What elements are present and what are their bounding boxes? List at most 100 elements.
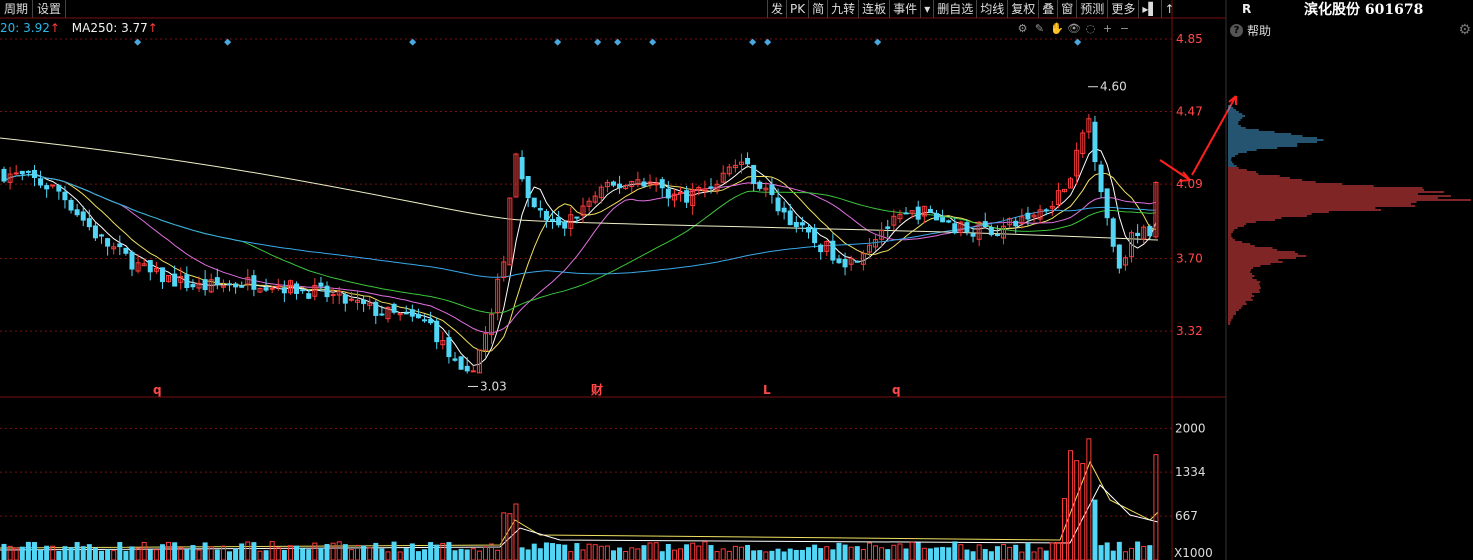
candle-body [196,282,202,289]
volume-bar [732,545,738,560]
toolbar-forecast[interactable]: 预测 [1076,0,1107,18]
toolbar-adjust[interactable]: 复权 [1007,0,1038,18]
volume-bar [787,548,793,560]
menu-period[interactable]: 周期 [0,0,34,18]
menu-settings[interactable]: 设置 [33,0,67,18]
zoom-out-icon[interactable]: − [1119,22,1130,35]
toolbar-more[interactable]: 更多 [1107,0,1138,18]
candle-body [31,170,37,178]
zoom-in-icon[interactable]: + [1102,22,1113,35]
volume-bar [574,543,580,560]
volume-bar [397,551,403,560]
volume-bar [933,547,939,560]
eye-icon[interactable]: 👁 [1067,22,1081,35]
candle-body [848,257,854,265]
candle-body [684,190,690,203]
toolbar-remove-watchlist[interactable]: 删自选 [933,0,976,18]
volume-bar [86,544,92,560]
candle-body [476,349,482,374]
candle-body [428,318,434,324]
candle-body [781,207,787,213]
candle-body [166,275,172,283]
event-marker-label: q [892,383,901,397]
volume-bar [1068,450,1074,560]
candle-body [531,197,537,208]
candle-body [604,182,610,188]
toolbar-pk[interactable]: PK [786,0,808,18]
draw-icon[interactable]: ✎ [1034,22,1045,35]
toolbar-ma[interactable]: 均线 [976,0,1007,18]
candle-body [1,168,7,182]
toolbar-up-icon[interactable]: ↑ [1160,0,1178,18]
volume-bar [1147,545,1153,560]
volume-bar [135,547,141,560]
volume-bar [946,547,952,560]
candle-body [873,239,879,248]
candle-body [397,313,403,316]
candle-body [690,189,696,207]
candle-body [373,301,379,316]
toolbar-fa[interactable]: 发 [767,0,786,18]
candle-body [482,333,488,351]
candle-body [702,188,708,192]
volume-bar [50,545,56,560]
volume-bar [482,546,488,560]
volume-bar [348,549,354,560]
toolbar-dropdown[interactable]: ▾ [920,0,933,18]
volume-bar [940,546,946,560]
candle-body [239,285,245,288]
toolbar-collapse-icon[interactable]: ▸▌ [1138,0,1160,18]
toolbar-jiuzhuan[interactable]: 九转 [827,0,858,18]
volume-bar [799,549,805,560]
volume-bar [68,547,74,560]
volume-bar [604,545,610,560]
candle-body [300,289,306,292]
candle-body [854,260,860,263]
volume-bar [342,544,348,560]
candle-body [1153,181,1159,238]
candle-body [976,221,982,240]
candle-body [135,262,141,272]
candle-body [824,240,830,252]
toolbar-overlay[interactable]: 叠 [1038,0,1057,18]
hand-icon[interactable]: ✋ [1050,22,1064,35]
help-button[interactable]: ? 帮助 [1230,22,1271,39]
volume-bar [123,550,129,560]
candle-body [757,181,763,189]
volume-bar [38,549,44,560]
volume-bar [373,542,379,560]
toolbar-window[interactable]: 窗 [1057,0,1076,18]
volume-bar [495,549,501,560]
candle-body [233,283,239,288]
candle-body [543,210,549,220]
candle-body [1007,218,1013,226]
ma250-arrow: ↑ [147,21,158,35]
volume-bar [854,546,860,560]
volume-tick-label: 667 [1175,509,1198,523]
candle-body [257,288,263,293]
volume-bar [129,546,135,560]
volume-bar [738,546,744,560]
volume-bar [671,549,677,560]
candle-body [641,181,647,187]
volume-bars [1,438,1159,560]
candle-body [50,184,56,187]
toolbar-lianban[interactable]: 连板 [858,0,889,18]
settings-icon[interactable]: ⚙ [1017,22,1028,35]
candle-body [1013,220,1019,227]
candle-body [251,275,257,290]
ma20-label: 20: 3.92 [0,21,50,35]
gear-icon[interactable]: ⚙ [1458,22,1471,38]
help-icon: ? [1230,24,1243,37]
candle-body [99,234,105,237]
volume-bar [623,551,629,560]
volume-bar [531,543,537,560]
toolbar-simple[interactable]: 简 [808,0,827,18]
candle-body [330,294,336,297]
toolbar-events[interactable]: 事件 [889,0,920,18]
volume-bar [1104,542,1110,560]
candle-body [909,210,915,214]
circle-icon[interactable]: ◌ [1085,22,1096,35]
